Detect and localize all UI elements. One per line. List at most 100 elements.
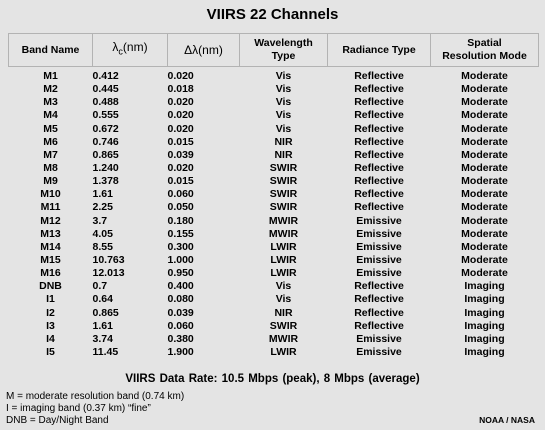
- bandwidth-cell: 0.380: [167, 332, 194, 345]
- resolution-mode-cell: Moderate: [461, 227, 508, 240]
- header-band-name: Band Name: [8, 33, 93, 67]
- channels-table: Band Name λc(nm) Δλ(nm) Wavelength Type R…: [8, 33, 539, 359]
- bandwidth-cell: 0.050: [167, 201, 194, 214]
- band-cell: I1: [46, 293, 55, 306]
- header-center-wavelength: λc(nm): [92, 33, 168, 67]
- band-cell: I3: [46, 319, 55, 332]
- bandwidth-cell: 0.020: [167, 96, 194, 109]
- bandwidth-cell: 1.000: [167, 254, 194, 267]
- wavelength-type-cell: LWIR: [270, 267, 297, 280]
- table-row: M4 0.555 0.020 Vis Reflective Moderate: [9, 109, 539, 122]
- center-wavelength-cell: 1.240: [92, 162, 119, 175]
- bandwidth-cell: 0.300: [167, 240, 194, 253]
- radiance-type-cell: Reflective: [354, 162, 404, 175]
- header-resolution-mode: Spatial Resolution Mode: [430, 33, 539, 67]
- center-wavelength-cell: 0.445: [92, 83, 119, 96]
- band-cell: I2: [46, 306, 55, 319]
- wavelength-type-cell: NIR: [274, 306, 293, 319]
- table-row: I1 0.64 0.080 Vis Reflective Imaging: [9, 293, 539, 306]
- band-cell: M14: [40, 240, 61, 253]
- center-wavelength-cell: 1.378: [92, 175, 119, 188]
- center-wavelength-cell: 0.672: [92, 122, 119, 135]
- band-cell: I4: [46, 332, 55, 345]
- band-cell: M8: [43, 162, 58, 175]
- band-cell: M10: [40, 188, 61, 201]
- wavelength-type-cell: Vis: [275, 280, 292, 293]
- table-row: M16 12.013 0.950 LWIR Emissive Moderate: [9, 267, 539, 280]
- band-cell: M4: [43, 109, 58, 122]
- bandwidth-cell: 0.020: [167, 109, 194, 122]
- resolution-mode-cell: Moderate: [461, 175, 508, 188]
- center-wavelength-cell: 0.865: [92, 306, 119, 319]
- bandwidth-cell: 0.039: [167, 306, 194, 319]
- wavelength-type-cell: LWIR: [270, 254, 297, 267]
- band-cell: M12: [40, 214, 61, 227]
- resolution-mode-cell: Imaging: [464, 346, 505, 359]
- resolution-mode-cell: Moderate: [461, 96, 508, 109]
- center-wavelength-cell: 4.05: [92, 227, 113, 240]
- resolution-mode-cell: Moderate: [461, 267, 508, 280]
- center-wavelength-cell: 3.7: [92, 214, 108, 227]
- band-cell: M2: [43, 83, 58, 96]
- center-wavelength-cell: 0.865: [92, 148, 119, 161]
- table-row: M8 1.240 0.020 SWIR Reflective Moderate: [9, 162, 539, 175]
- radiance-type-cell: Reflective: [354, 122, 404, 135]
- center-wavelength-cell: 11.45: [92, 346, 119, 359]
- radiance-type-cell: Emissive: [356, 346, 402, 359]
- radiance-type-cell: Reflective: [354, 188, 404, 201]
- radiance-type-cell: Reflective: [354, 83, 404, 96]
- bandwidth-cell: 0.155: [167, 227, 194, 240]
- bandwidth-cell: 0.950: [167, 267, 194, 280]
- bandwidth-cell: 0.060: [167, 319, 194, 332]
- resolution-mode-cell: Imaging: [464, 280, 505, 293]
- table-row: I3 1.61 0.060 SWIR Reflective Imaging: [9, 320, 539, 333]
- wavelength-type-cell: Vis: [275, 122, 292, 135]
- table-row: I5 11.45 1.900 LWIR Emissive Imaging: [9, 346, 539, 359]
- band-cell: M16: [40, 267, 61, 280]
- wavelength-type-cell: Vis: [275, 293, 292, 306]
- band-cell: DNB: [39, 280, 62, 293]
- radiance-type-cell: Reflective: [354, 109, 404, 122]
- legend-notes: M = moderate resolution band (0.74 km) I…: [6, 391, 184, 427]
- wavelength-type-cell: LWIR: [270, 346, 297, 359]
- bandwidth-cell: 0.400: [167, 280, 194, 293]
- bandwidth-cell: 0.015: [167, 135, 194, 148]
- table-row: M2 0.445 0.018 Vis Reflective Moderate: [9, 83, 539, 96]
- resolution-mode-cell: Moderate: [461, 201, 508, 214]
- band-cell: M6: [43, 135, 58, 148]
- table-row: M15 10.763 1.000 LWIR Emissive Moderate: [9, 254, 539, 267]
- radiance-type-cell: Reflective: [354, 148, 404, 161]
- radiance-type-cell: Reflective: [354, 293, 404, 306]
- wavelength-type-cell: MWIR: [268, 227, 299, 240]
- page-title: VIIRS 22 Channels: [206, 6, 339, 23]
- resolution-mode-cell: Moderate: [461, 214, 508, 227]
- bandwidth-cell: 0.020: [167, 122, 194, 135]
- credit: NOAA / NASA: [479, 415, 535, 425]
- radiance-type-cell: Reflective: [354, 135, 404, 148]
- center-wavelength-cell: 0.64: [92, 293, 113, 306]
- table-row: M6 0.746 0.015 NIR Reflective Moderate: [9, 136, 539, 149]
- resolution-mode-cell: Moderate: [461, 70, 508, 83]
- resolution-mode-cell: Moderate: [461, 188, 508, 201]
- center-wavelength-cell: 8.55: [92, 240, 113, 253]
- bandwidth-cell: 0.018: [167, 83, 194, 96]
- radiance-type-cell: Emissive: [356, 214, 402, 227]
- radiance-type-cell: Reflective: [354, 175, 404, 188]
- wavelength-type-cell: Vis: [275, 96, 292, 109]
- band-cell: I5: [46, 346, 55, 359]
- table-row: M5 0.672 0.020 Vis Reflective Moderate: [9, 123, 539, 136]
- bandwidth-cell: 0.060: [167, 188, 194, 201]
- center-wavelength-cell: 0.555: [92, 109, 119, 122]
- table-row: M14 8.55 0.300 LWIR Emissive Moderate: [9, 241, 539, 254]
- note-dnb: DNB = Day/Night Band: [6, 415, 109, 426]
- wavelength-type-cell: MWIR: [268, 332, 299, 345]
- bandwidth-cell: 0.020: [167, 162, 194, 175]
- wavelength-type-cell: SWIR: [269, 175, 298, 188]
- resolution-mode-cell: Imaging: [464, 293, 505, 306]
- channels-table-body: M1 0.412 0.020 Vis Reflective Moderate M2 0.445…: [9, 70, 539, 359]
- band-cell: M11: [40, 201, 61, 214]
- table-row: DNB 0.7 0.400 Vis Reflective Imaging: [9, 280, 539, 293]
- table-row: M11 2.25 0.050 SWIR Reflective Moderate: [9, 201, 539, 214]
- radiance-type-cell: Reflective: [354, 280, 404, 293]
- band-cell: M7: [43, 148, 58, 161]
